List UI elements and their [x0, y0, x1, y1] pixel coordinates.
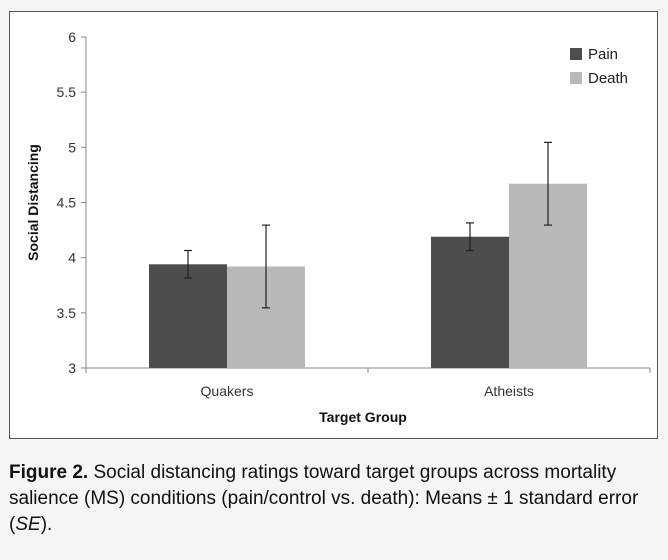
y-tick-label: 3.5 — [57, 305, 77, 321]
y-tick-label: 3 — [68, 360, 76, 376]
caption-italic: SE — [15, 514, 41, 535]
y-tick-label: 5.5 — [57, 84, 77, 100]
chart-bars — [149, 141, 587, 368]
y-tick-label: 4.5 — [57, 195, 77, 211]
y-axis-title: Social Distancing — [25, 144, 41, 261]
x-axis-title: Target Group — [319, 409, 407, 425]
y-tick-label: 5 — [68, 139, 76, 155]
caption-end: ). — [40, 514, 53, 535]
bar-pain — [431, 236, 509, 368]
x-tick-label: Atheists — [484, 383, 534, 399]
caption-text: Social distancing ratings toward target … — [9, 462, 639, 535]
y-tick-label: 6 — [68, 29, 76, 45]
bar-pain — [149, 264, 227, 368]
chart-legend: Pain Death — [570, 46, 628, 87]
figure-caption: Figure 2. Social distancing ratings towa… — [9, 460, 659, 538]
bar-chart: 3 3.5 4 4.5 5 5.5 6 Quakers Atheists Target Group… — [25, 29, 651, 425]
x-tick-label: Quakers — [201, 383, 254, 399]
chart-axes: 3 3.5 4 4.5 5 5.5 6 Quakers Atheists Target Group… — [25, 29, 651, 425]
y-tick-label: 4 — [68, 250, 76, 266]
legend-label-death: Death — [588, 70, 628, 87]
legend-swatch-pain — [570, 48, 582, 60]
legend-swatch-death — [570, 72, 582, 84]
legend-label-pain: Pain — [588, 46, 618, 63]
chart-frame: 3 3.5 4 4.5 5 5.5 6 Quakers Atheists Target Group… — [9, 11, 658, 439]
figure-label: Figure 2. — [9, 462, 89, 483]
